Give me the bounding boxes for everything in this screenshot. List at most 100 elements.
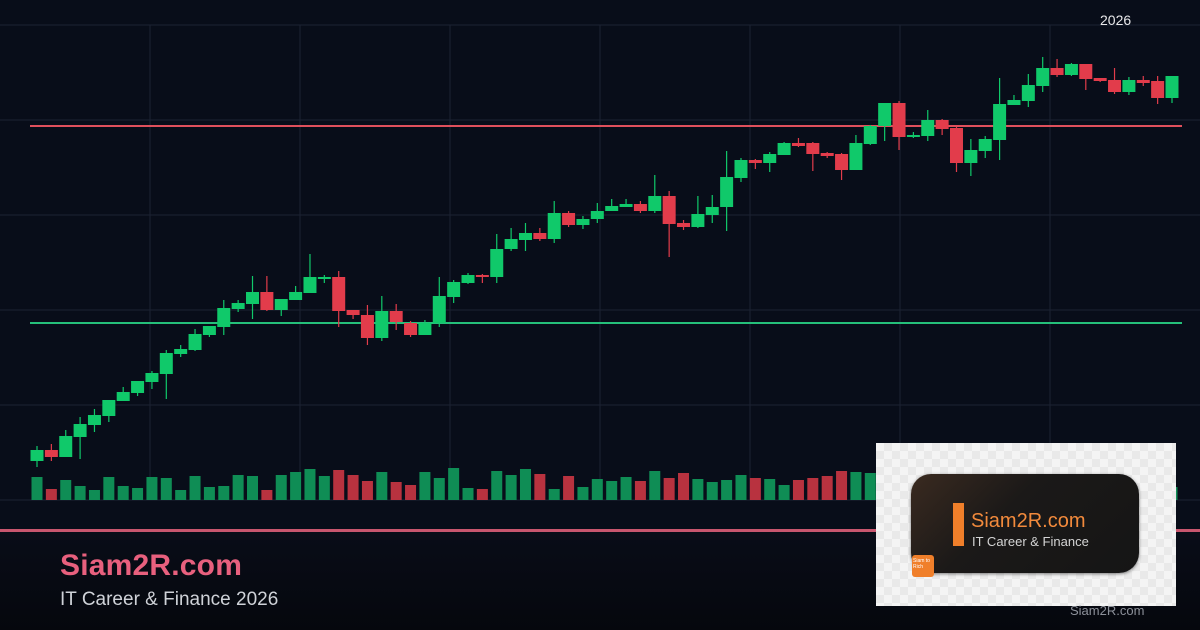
candle-body <box>921 120 935 136</box>
candle <box>921 110 935 141</box>
volume-bar <box>749 478 761 500</box>
candle-body <box>59 436 73 457</box>
candle <box>605 199 619 211</box>
candle <box>662 191 676 257</box>
volume-bar <box>476 489 488 500</box>
candle <box>389 304 403 330</box>
candle-body <box>533 233 547 239</box>
volume-bar <box>275 475 287 500</box>
volume-bar <box>634 481 646 500</box>
candle <box>892 101 906 150</box>
volume-bar <box>792 480 804 500</box>
volume-bar <box>692 479 704 500</box>
candle <box>849 135 863 170</box>
candle <box>274 299 288 316</box>
candle-body <box>432 296 446 323</box>
candle-body <box>935 120 949 129</box>
volume-bar <box>491 471 503 500</box>
candle <box>44 444 58 461</box>
candle <box>1165 76 1179 103</box>
candle-body <box>993 104 1007 140</box>
volume-bar <box>663 478 675 500</box>
volume-bar <box>606 481 618 500</box>
candle <box>1136 76 1150 86</box>
year-label: 2026 <box>1100 12 1132 28</box>
logo-panel: Siam2R.com IT Career & Finance <box>911 474 1139 573</box>
candle-body <box>720 177 734 207</box>
candle <box>303 254 317 293</box>
candle-body <box>547 213 561 239</box>
candle-body <box>246 292 260 304</box>
candle <box>102 400 116 422</box>
candle <box>1064 63 1078 76</box>
logo-badge: Siam to Rich <box>912 555 934 577</box>
accent-divider <box>0 529 1200 532</box>
volume-bar <box>146 477 158 500</box>
candle-body <box>102 400 116 416</box>
candle <box>159 350 173 399</box>
candle-body <box>303 277 317 293</box>
candle <box>633 201 647 213</box>
volume-bar <box>290 472 302 500</box>
candle <box>691 196 705 228</box>
candle <box>949 127 963 172</box>
volume-bar <box>519 469 531 500</box>
candle <box>246 276 260 319</box>
candle-body <box>418 323 432 335</box>
candle <box>935 119 949 135</box>
candle-body <box>490 249 504 277</box>
candle <box>418 320 432 335</box>
volume-bar <box>132 488 144 500</box>
candle <box>648 175 662 213</box>
candle <box>145 371 159 389</box>
candle-body <box>734 160 748 178</box>
candle-body <box>605 206 619 211</box>
volume-bar <box>261 490 273 500</box>
volume-bar <box>45 489 57 500</box>
candle <box>490 234 504 283</box>
brand-subtitle: IT Career & Finance 2026 <box>60 589 279 610</box>
volume-bar <box>735 475 747 500</box>
candle-body <box>44 450 58 457</box>
candle-body <box>1050 68 1064 75</box>
candle-body <box>576 219 590 225</box>
volume-bar <box>419 472 431 500</box>
candle-body <box>360 315 374 338</box>
candle-body <box>763 154 777 163</box>
volume-bar <box>117 486 129 500</box>
volume-bar <box>534 474 546 500</box>
candle-body <box>131 381 145 393</box>
candle <box>1151 76 1165 104</box>
volume-bar <box>807 478 819 500</box>
candle <box>993 78 1007 160</box>
volume-bar <box>232 475 244 500</box>
volume-bar <box>390 482 402 500</box>
volume-bar <box>864 473 876 500</box>
candle <box>332 271 346 327</box>
candle-body <box>375 311 389 338</box>
candle-body <box>274 299 288 310</box>
grid-lines <box>0 24 1200 501</box>
volume-bar <box>247 476 259 500</box>
candle <box>1036 57 1050 92</box>
candle-body <box>447 282 461 297</box>
candle-body <box>1021 85 1035 101</box>
volume-bar <box>721 480 733 500</box>
volume-bar <box>448 468 460 500</box>
volume-bar <box>706 482 718 500</box>
candle <box>777 142 791 155</box>
candle-body <box>461 275 475 283</box>
volume-bar <box>333 470 345 500</box>
candle-body <box>289 292 303 300</box>
candle-body <box>188 334 202 350</box>
candle-body <box>260 292 274 310</box>
candle <box>806 142 820 171</box>
candle-body <box>475 275 489 277</box>
candle <box>1108 68 1122 94</box>
candle <box>906 132 920 138</box>
volume-bar <box>405 485 417 500</box>
candle-body <box>791 143 805 146</box>
candle <box>978 136 992 158</box>
candle-body <box>87 415 101 425</box>
